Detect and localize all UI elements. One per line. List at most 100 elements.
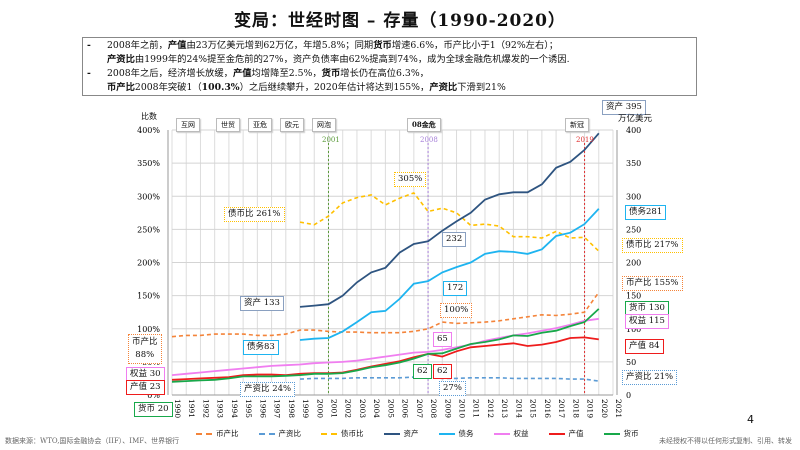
data-source: 数据来源：WTO,国际金融协会（IIF）、IMF、世界银行 bbox=[5, 437, 180, 445]
legend-label: 债务 bbox=[458, 429, 474, 438]
right-tick-label: 250 bbox=[626, 225, 641, 234]
note-line-3: -2008年之后，经济增长放缓，产值均增降至2.5%，货币增长仍在高位6.3%， bbox=[87, 68, 429, 79]
x-tick-label: 2012 bbox=[486, 399, 495, 418]
label-equity-115: 权益 115 bbox=[625, 314, 669, 329]
copyright-notice: 未经授权不得以任何形式复制、引用、转发 bbox=[659, 437, 792, 445]
x-tick-label: 2003 bbox=[358, 399, 367, 418]
label-equity-65: 65 bbox=[433, 332, 452, 347]
legend-label: 权益 bbox=[513, 429, 529, 438]
legend-item: 资产 bbox=[383, 428, 419, 439]
legend-swatch bbox=[321, 432, 337, 435]
label-dcr-305: 305% bbox=[394, 172, 427, 187]
x-tick-label: 2017 bbox=[557, 399, 566, 418]
event-euro: 欧元 bbox=[280, 118, 304, 132]
x-tick-label: 2020 bbox=[600, 399, 609, 418]
event-dotcom: 网泡 bbox=[312, 118, 336, 132]
series-line-货币 bbox=[171, 308, 600, 383]
legend-label: 币产比 bbox=[216, 429, 239, 438]
event-internet: 互网 bbox=[176, 118, 200, 132]
legend-item: 债币比 bbox=[321, 428, 364, 439]
note-line-4: 币产比2008年突破1（100.3%）之后继续攀升，2020年估计将达到155%… bbox=[107, 82, 506, 93]
legend-label: 债币比 bbox=[341, 429, 364, 438]
label-mpr-88: 币产比 88% bbox=[128, 334, 162, 364]
x-tick-label: 1991 bbox=[187, 399, 196, 418]
right-tick-label: 200 bbox=[626, 259, 641, 268]
x-tick-label: 2009 bbox=[443, 399, 452, 418]
event-2008-crisis: 08金危 bbox=[407, 118, 441, 132]
left-tick-label: 400% bbox=[137, 126, 160, 135]
x-tick-label: 2010 bbox=[458, 399, 467, 418]
right-tick-label: 100 bbox=[626, 325, 641, 334]
left-axis-label: 比数 bbox=[138, 110, 160, 123]
label-output-62: 62 bbox=[433, 364, 452, 379]
label-par-27: 27% bbox=[439, 381, 466, 396]
x-tick-label: 2021 bbox=[614, 399, 623, 418]
legend-item: 产资比 bbox=[258, 428, 302, 439]
right-tick-label: 150 bbox=[626, 292, 641, 301]
left-tick-label: 200% bbox=[137, 259, 160, 268]
x-tick-label: 1999 bbox=[301, 399, 310, 418]
legend-swatch bbox=[603, 432, 620, 435]
label-debt-172: 172 bbox=[443, 281, 468, 296]
series-line-资产 bbox=[299, 132, 600, 308]
right-tick-label: 350 bbox=[626, 159, 641, 168]
legend-label: 货币 bbox=[623, 429, 639, 438]
x-tick-label: 2001 bbox=[329, 399, 338, 418]
x-tick-label: 2000 bbox=[315, 399, 324, 418]
left-tick-label: 350% bbox=[137, 159, 160, 168]
x-tick-label: 1998 bbox=[287, 399, 296, 418]
label-par-21: 产资比 21% bbox=[622, 370, 678, 385]
event-asia-crisis: 亚危 bbox=[248, 118, 272, 132]
event-wto: 世贸 bbox=[216, 118, 240, 132]
summary-notes: -2008年之前，产值由23万亿美元增到62万亿，年增5.8%；同期货币增速6.… bbox=[82, 37, 697, 96]
legend-label: 产资比 bbox=[278, 429, 302, 438]
label-debt-281: 债务281 bbox=[625, 205, 667, 220]
label-mpr-155: 币产比 155% bbox=[622, 276, 683, 291]
x-tick-label: 2008 bbox=[429, 399, 438, 418]
year-2008-label: 2008 bbox=[420, 136, 438, 144]
legend-item: 债务 bbox=[438, 428, 474, 439]
x-tick-label: 1994 bbox=[230, 399, 239, 418]
x-tick-label: 2002 bbox=[344, 399, 353, 418]
note-line-1: -2008年之前，产值由23万亿美元增到62万亿，年增5.8%；同期货币增速6.… bbox=[87, 40, 559, 51]
x-tick-label: 1992 bbox=[201, 399, 210, 418]
label-output-23: 产值 23 bbox=[126, 380, 165, 395]
year-2019-label: 2019 bbox=[576, 136, 594, 144]
label-dcr-261: 债币比 261% bbox=[224, 207, 285, 222]
note-line-2: 产资比由1999年的24%提至金危前的27%，资产负债率由62%提高到74%，成… bbox=[107, 54, 570, 65]
legend-swatch bbox=[438, 432, 455, 435]
year-2001-label: 2001 bbox=[322, 136, 340, 144]
legend-swatch bbox=[493, 432, 510, 435]
legend-label: 资产 bbox=[403, 429, 419, 438]
x-tick-label: 2015 bbox=[529, 399, 538, 418]
legend-label: 产值 bbox=[568, 429, 584, 438]
right-axis-unit: 万亿美元 bbox=[618, 114, 653, 124]
x-tick-label: 2007 bbox=[415, 399, 424, 418]
label-asset-232: 232 bbox=[442, 232, 467, 247]
label-mpr-100: 100% bbox=[440, 303, 473, 318]
legend-swatch bbox=[258, 432, 275, 435]
right-tick-label: 400 bbox=[626, 126, 641, 135]
label-money-20: 货币 20 bbox=[134, 402, 173, 417]
x-tick-label: 2019 bbox=[586, 399, 595, 418]
left-tick-label: 150% bbox=[137, 292, 160, 301]
right-tick-label: 0 bbox=[626, 391, 631, 400]
x-tick-label: 1990 bbox=[173, 399, 182, 418]
left-tick-label: 0% bbox=[147, 391, 160, 400]
legend-item: 产值 bbox=[548, 428, 584, 439]
legend-item: 币产比 bbox=[196, 428, 239, 439]
x-tick-label: 1997 bbox=[273, 399, 282, 418]
x-tick-label: 1993 bbox=[216, 399, 225, 418]
legend-swatch bbox=[548, 432, 565, 435]
series-line-债务 bbox=[299, 208, 600, 341]
x-tick-label: 2006 bbox=[401, 399, 410, 418]
x-tick-label: 1995 bbox=[244, 399, 253, 418]
left-tick-label: 300% bbox=[137, 192, 160, 201]
label-output-84: 产值 84 bbox=[625, 339, 664, 354]
x-tick-label: 2018 bbox=[571, 399, 580, 418]
x-tick-label: 2014 bbox=[514, 399, 523, 418]
label-debt-83: 债务83 bbox=[243, 340, 279, 355]
legend-swatch bbox=[196, 432, 212, 435]
legend-item: 权益 bbox=[493, 428, 529, 439]
